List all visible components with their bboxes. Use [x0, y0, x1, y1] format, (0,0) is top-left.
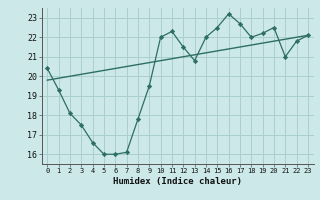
X-axis label: Humidex (Indice chaleur): Humidex (Indice chaleur): [113, 177, 242, 186]
